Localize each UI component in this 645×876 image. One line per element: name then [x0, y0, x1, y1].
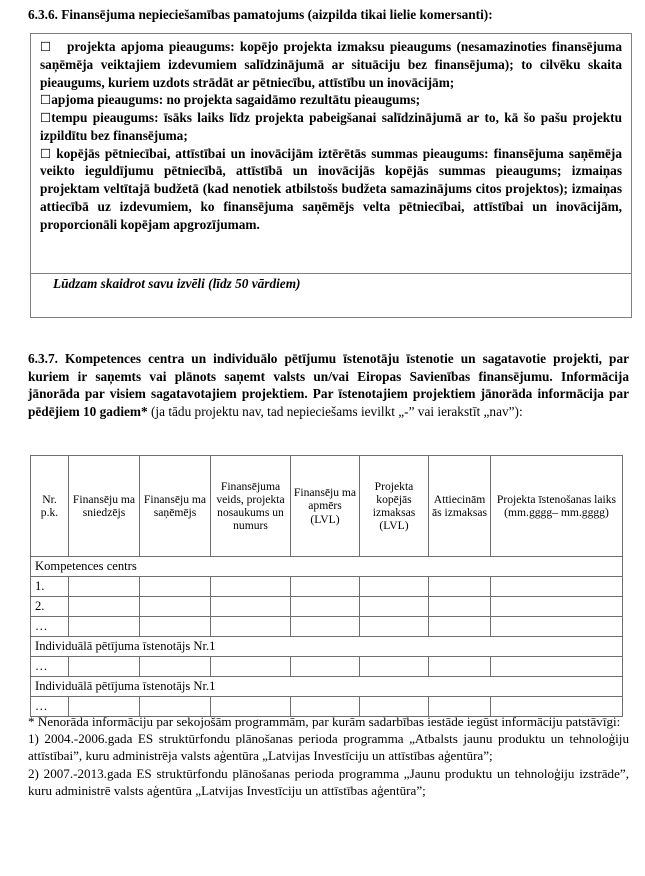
cell-period[interactable] [490, 576, 623, 597]
cell-total-costs[interactable] [359, 656, 429, 677]
row-number: … [35, 658, 49, 673]
projects-table: Nr. p.k. Finansēju ma sniedzējs Finansēj… [30, 455, 623, 717]
cell-eligible-costs[interactable] [428, 616, 491, 637]
row-number-cell[interactable]: 1. [30, 576, 69, 597]
table-group-row: Kompetences centrs [30, 556, 623, 577]
footnote-item-1: 1) 2004.-2006.gada ES struktūrfondu plān… [28, 731, 629, 764]
table-header-row: Nr. p.k. Finansēju ma sniedzējs Finansēj… [30, 455, 623, 557]
col-header-provider: Finansēju ma sniedzējs [68, 455, 140, 557]
option-row[interactable]: ☐ kopējās pētniecībai, attīstībai un ino… [40, 145, 622, 234]
cell-type-name-number[interactable] [210, 656, 291, 677]
cell-provider[interactable] [68, 616, 140, 637]
cell-amount[interactable] [290, 576, 360, 597]
cell-total-costs[interactable] [359, 596, 429, 617]
footnote-intro: * Nenorāda informāciju par sekojošām pro… [28, 714, 621, 729]
col-header-eligible-costs: Attiecinām ās izmaksas [428, 455, 491, 557]
footnotes: * Nenorāda informāciju par sekojošām pro… [28, 713, 629, 799]
options-list: ☐ projekta apjoma pieaugums: kopējo proj… [31, 34, 631, 235]
checkbox-icon[interactable]: ☐ [40, 39, 52, 54]
cell-amount[interactable] [290, 656, 360, 677]
cell-recipient[interactable] [139, 616, 211, 637]
row-number-cell[interactable]: … [30, 656, 69, 677]
row-number-cell[interactable]: 2. [30, 596, 69, 617]
group-label: Kompetences centrs [35, 558, 137, 573]
option-label: kopējās pētniecībai, attīstībai un inovā… [40, 145, 622, 232]
cell-provider[interactable] [68, 576, 140, 597]
col-header-total-costs: Projekta kopējās izmaksas (LVL) [359, 455, 429, 557]
cell-type-name-number[interactable] [210, 616, 291, 637]
group-label: Individuālā pētījuma īstenotājs Nr.1 [35, 678, 216, 693]
cell-period[interactable] [490, 696, 623, 717]
table-row: … [30, 656, 623, 677]
row-number: … [35, 618, 49, 633]
table-row: 1. [30, 576, 623, 597]
table-row: … [30, 696, 623, 717]
explanation-area[interactable]: Lūdzam skaidrot savu izvēli (līdz 50 vār… [31, 273, 631, 319]
option-row[interactable]: ☐ projekta apjoma pieaugums: kopējo proj… [40, 38, 622, 91]
option-label: projekta apjoma pieaugums: kopējo projek… [40, 39, 622, 90]
cell-period[interactable] [490, 616, 623, 637]
cell-total-costs[interactable] [359, 616, 429, 637]
row-number: 2. [35, 598, 45, 613]
group-label-cell[interactable]: Individuālā pētījuma īstenotājs Nr.1 [30, 636, 623, 657]
cell-eligible-costs[interactable] [428, 576, 491, 597]
col-header-amount: Finansēju ma apmērs (LVL) [290, 455, 360, 557]
cell-period[interactable] [490, 596, 623, 617]
cell-recipient[interactable] [139, 656, 211, 677]
row-number-cell[interactable]: … [30, 616, 69, 637]
section-636-heading: 6.3.6. Finansējuma nepieciešamības pamat… [28, 7, 493, 22]
cell-provider[interactable] [68, 656, 140, 677]
cell-eligible-costs[interactable] [428, 656, 491, 677]
cell-recipient[interactable] [139, 576, 211, 597]
cell-provider[interactable] [68, 596, 140, 617]
option-label: tempu pieaugums: īsāks laiks līdz projek… [40, 110, 622, 143]
table-group-row: Individuālā pētījuma īstenotājs Nr.1 [30, 636, 623, 657]
checkbox-icon[interactable]: ☐ [40, 110, 52, 125]
col-header-period: Projekta īstenošanas laiks (mm.gggg– mm.… [490, 455, 623, 557]
section-637-heading: 6.3.7. Kompetences centra un individuālo… [28, 350, 629, 421]
section-637-heading-regular: (ja tādu projektu nav, tad nepieciešams … [147, 404, 523, 420]
explanation-prompt: Lūdzam skaidrot savu izvēli (līdz 50 vār… [53, 276, 301, 291]
table-row: … [30, 616, 623, 637]
cell-total-costs[interactable] [359, 576, 429, 597]
col-header-nr: Nr. p.k. [30, 455, 69, 557]
section-637-heading-bold: 6.3.7. Kompetences centra un individuālo… [28, 351, 629, 420]
option-row[interactable]: ☐apjoma pieaugums: no projekta sagaidāmo… [40, 91, 622, 109]
funding-justification-box: ☐ projekta apjoma pieaugums: kopējo proj… [30, 33, 632, 318]
group-label: Individuālā pētījuma īstenotājs Nr.1 [35, 638, 216, 653]
cell-type-name-number[interactable] [210, 576, 291, 597]
table-row: 2. [30, 596, 623, 617]
option-label: apjoma pieaugums: no projekta sagaidāmo … [51, 92, 421, 108]
col-header-recipient: Finansēju ma saņēmējs [139, 455, 211, 557]
col-header-type-name-number: Finansējuma veids, projekta nosaukums un… [210, 455, 291, 557]
row-number-cell[interactable]: … [30, 696, 69, 717]
option-row[interactable]: ☐tempu pieaugums: īsāks laiks līdz proje… [40, 109, 622, 145]
checkbox-icon[interactable]: ☐ [40, 92, 52, 108]
cell-amount[interactable] [290, 596, 360, 617]
cell-recipient[interactable] [139, 596, 211, 617]
cell-amount[interactable] [290, 616, 360, 637]
group-label-cell[interactable]: Individuālā pētījuma īstenotājs Nr.1 [30, 676, 623, 697]
cell-period[interactable] [490, 656, 623, 677]
group-label-cell[interactable]: Kompetences centrs [30, 556, 623, 577]
row-number: … [35, 698, 49, 713]
cell-eligible-costs[interactable] [428, 596, 491, 617]
cell-type-name-number[interactable] [210, 596, 291, 617]
checkbox-icon[interactable]: ☐ [40, 145, 52, 161]
footnote-item-2: 2) 2007.-2013.gada ES struktūrfondu plān… [28, 765, 629, 798]
row-number: 1. [35, 578, 45, 593]
table-group-row: Individuālā pētījuma īstenotājs Nr.1 [30, 676, 623, 697]
